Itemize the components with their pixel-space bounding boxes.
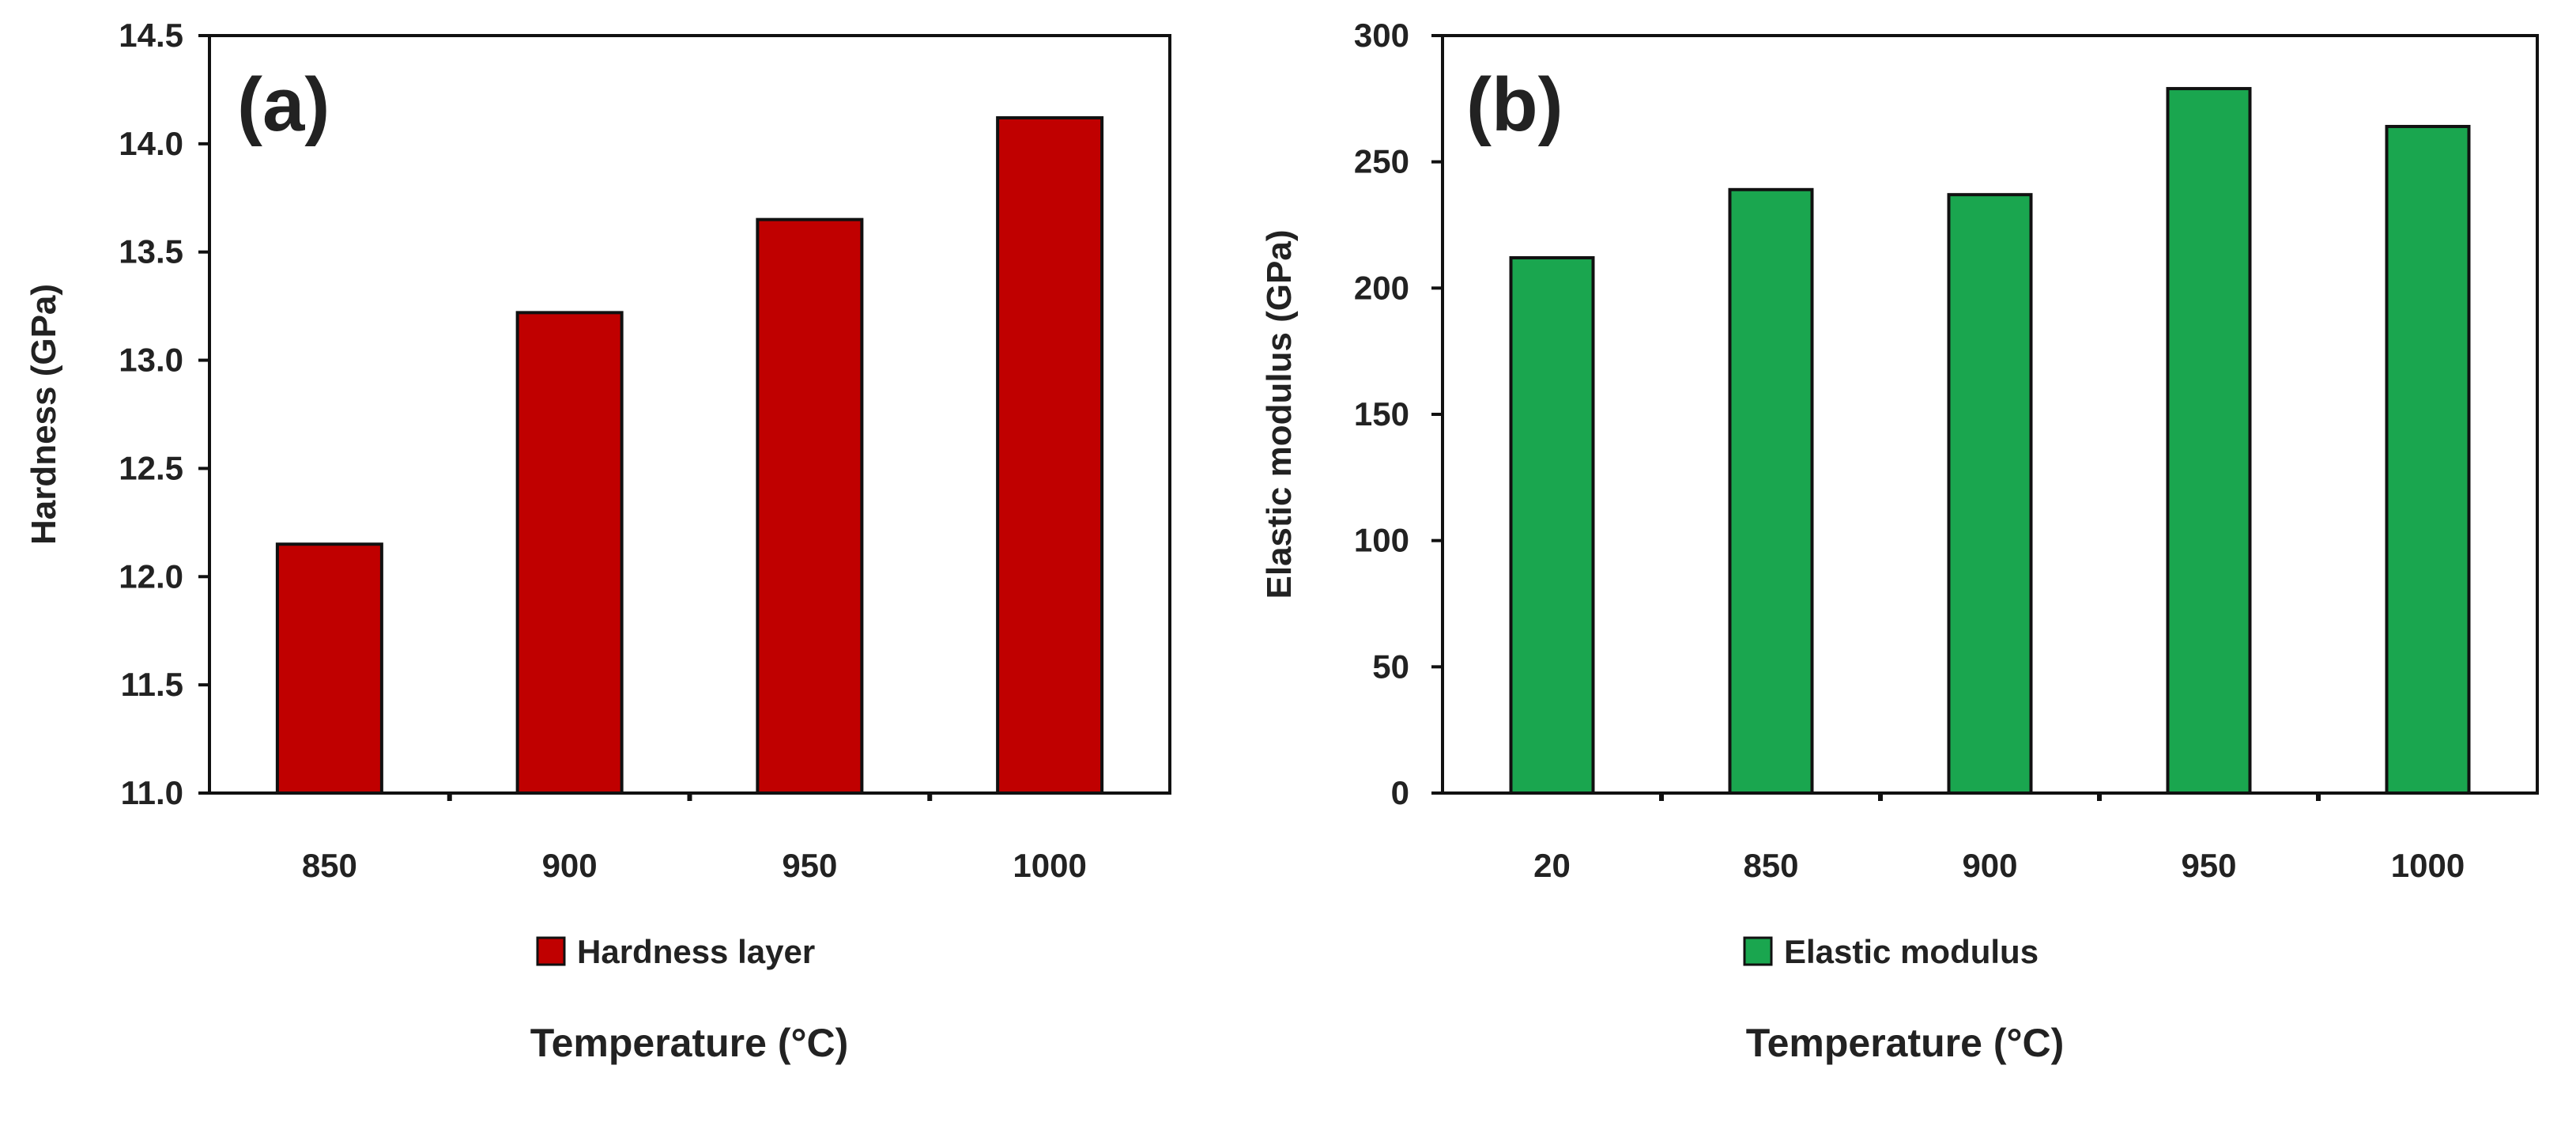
y-tick-label: 50 bbox=[1372, 648, 1409, 685]
y-tick-label: 14.5 bbox=[119, 17, 183, 54]
bar bbox=[275, 542, 383, 795]
y-tick-label: 200 bbox=[1354, 269, 1409, 306]
bar bbox=[2166, 87, 2252, 795]
x-axis-title: Temperature (°C) bbox=[530, 1021, 848, 1065]
y-tick-label: 14.0 bbox=[119, 125, 183, 162]
bar bbox=[996, 116, 1104, 795]
chart-panel-b: 0 50 100 150 200 250 300 20 850 900 950 1000 Elastic… bbox=[1260, 17, 2539, 1065]
legend-swatch bbox=[536, 936, 566, 966]
legend-label: Hardness layer bbox=[577, 933, 815, 970]
y-tick-label: 150 bbox=[1354, 395, 1409, 433]
y-tick-label: 13.5 bbox=[119, 233, 183, 270]
bar bbox=[2385, 124, 2471, 795]
x-axis-title: Temperature (°C) bbox=[1746, 1021, 2064, 1065]
bar bbox=[1728, 187, 1814, 795]
x-tick-label: 950 bbox=[2181, 847, 2236, 884]
x-tick-label: 850 bbox=[1743, 847, 1798, 884]
y-axis-title: Hardness (GPa) bbox=[25, 284, 63, 545]
y-tick-label: 11.0 bbox=[121, 774, 183, 811]
legend-swatch bbox=[1743, 936, 1773, 966]
x-tick-label: 1000 bbox=[1013, 847, 1086, 884]
y-tick-label: 0 bbox=[1391, 774, 1409, 811]
chart-panel-a: 11.0 11.5 12.0 12.5 13.0 13.5 14.0 14.5 850 900 95… bbox=[25, 17, 1171, 1065]
x-tick-label: 900 bbox=[1962, 847, 2017, 884]
legend-label: Elastic modulus bbox=[1784, 933, 2039, 970]
bar bbox=[515, 311, 624, 795]
x-tick-label: 850 bbox=[302, 847, 357, 884]
y-tick-label: 250 bbox=[1354, 143, 1409, 180]
bar bbox=[1947, 193, 2033, 795]
x-tick-label: 1000 bbox=[2391, 847, 2465, 884]
y-tick-label: 100 bbox=[1354, 522, 1409, 559]
bar bbox=[1509, 256, 1595, 795]
y-tick-label: 13.0 bbox=[119, 342, 183, 379]
bar bbox=[756, 217, 864, 795]
y-tick-label: 11.5 bbox=[121, 666, 183, 703]
panel-label: (b) bbox=[1466, 62, 1563, 147]
y-tick-label: 12.0 bbox=[119, 557, 183, 595]
x-tick-label: 900 bbox=[542, 847, 598, 884]
panel-label: (a) bbox=[237, 62, 330, 147]
x-tick-label: 20 bbox=[1533, 847, 1571, 884]
y-tick-label: 300 bbox=[1354, 17, 1409, 54]
y-axis-title: Elastic modulus (GPa) bbox=[1260, 230, 1299, 599]
y-tick-label: 12.5 bbox=[119, 449, 183, 486]
x-tick-label: 950 bbox=[782, 847, 837, 884]
